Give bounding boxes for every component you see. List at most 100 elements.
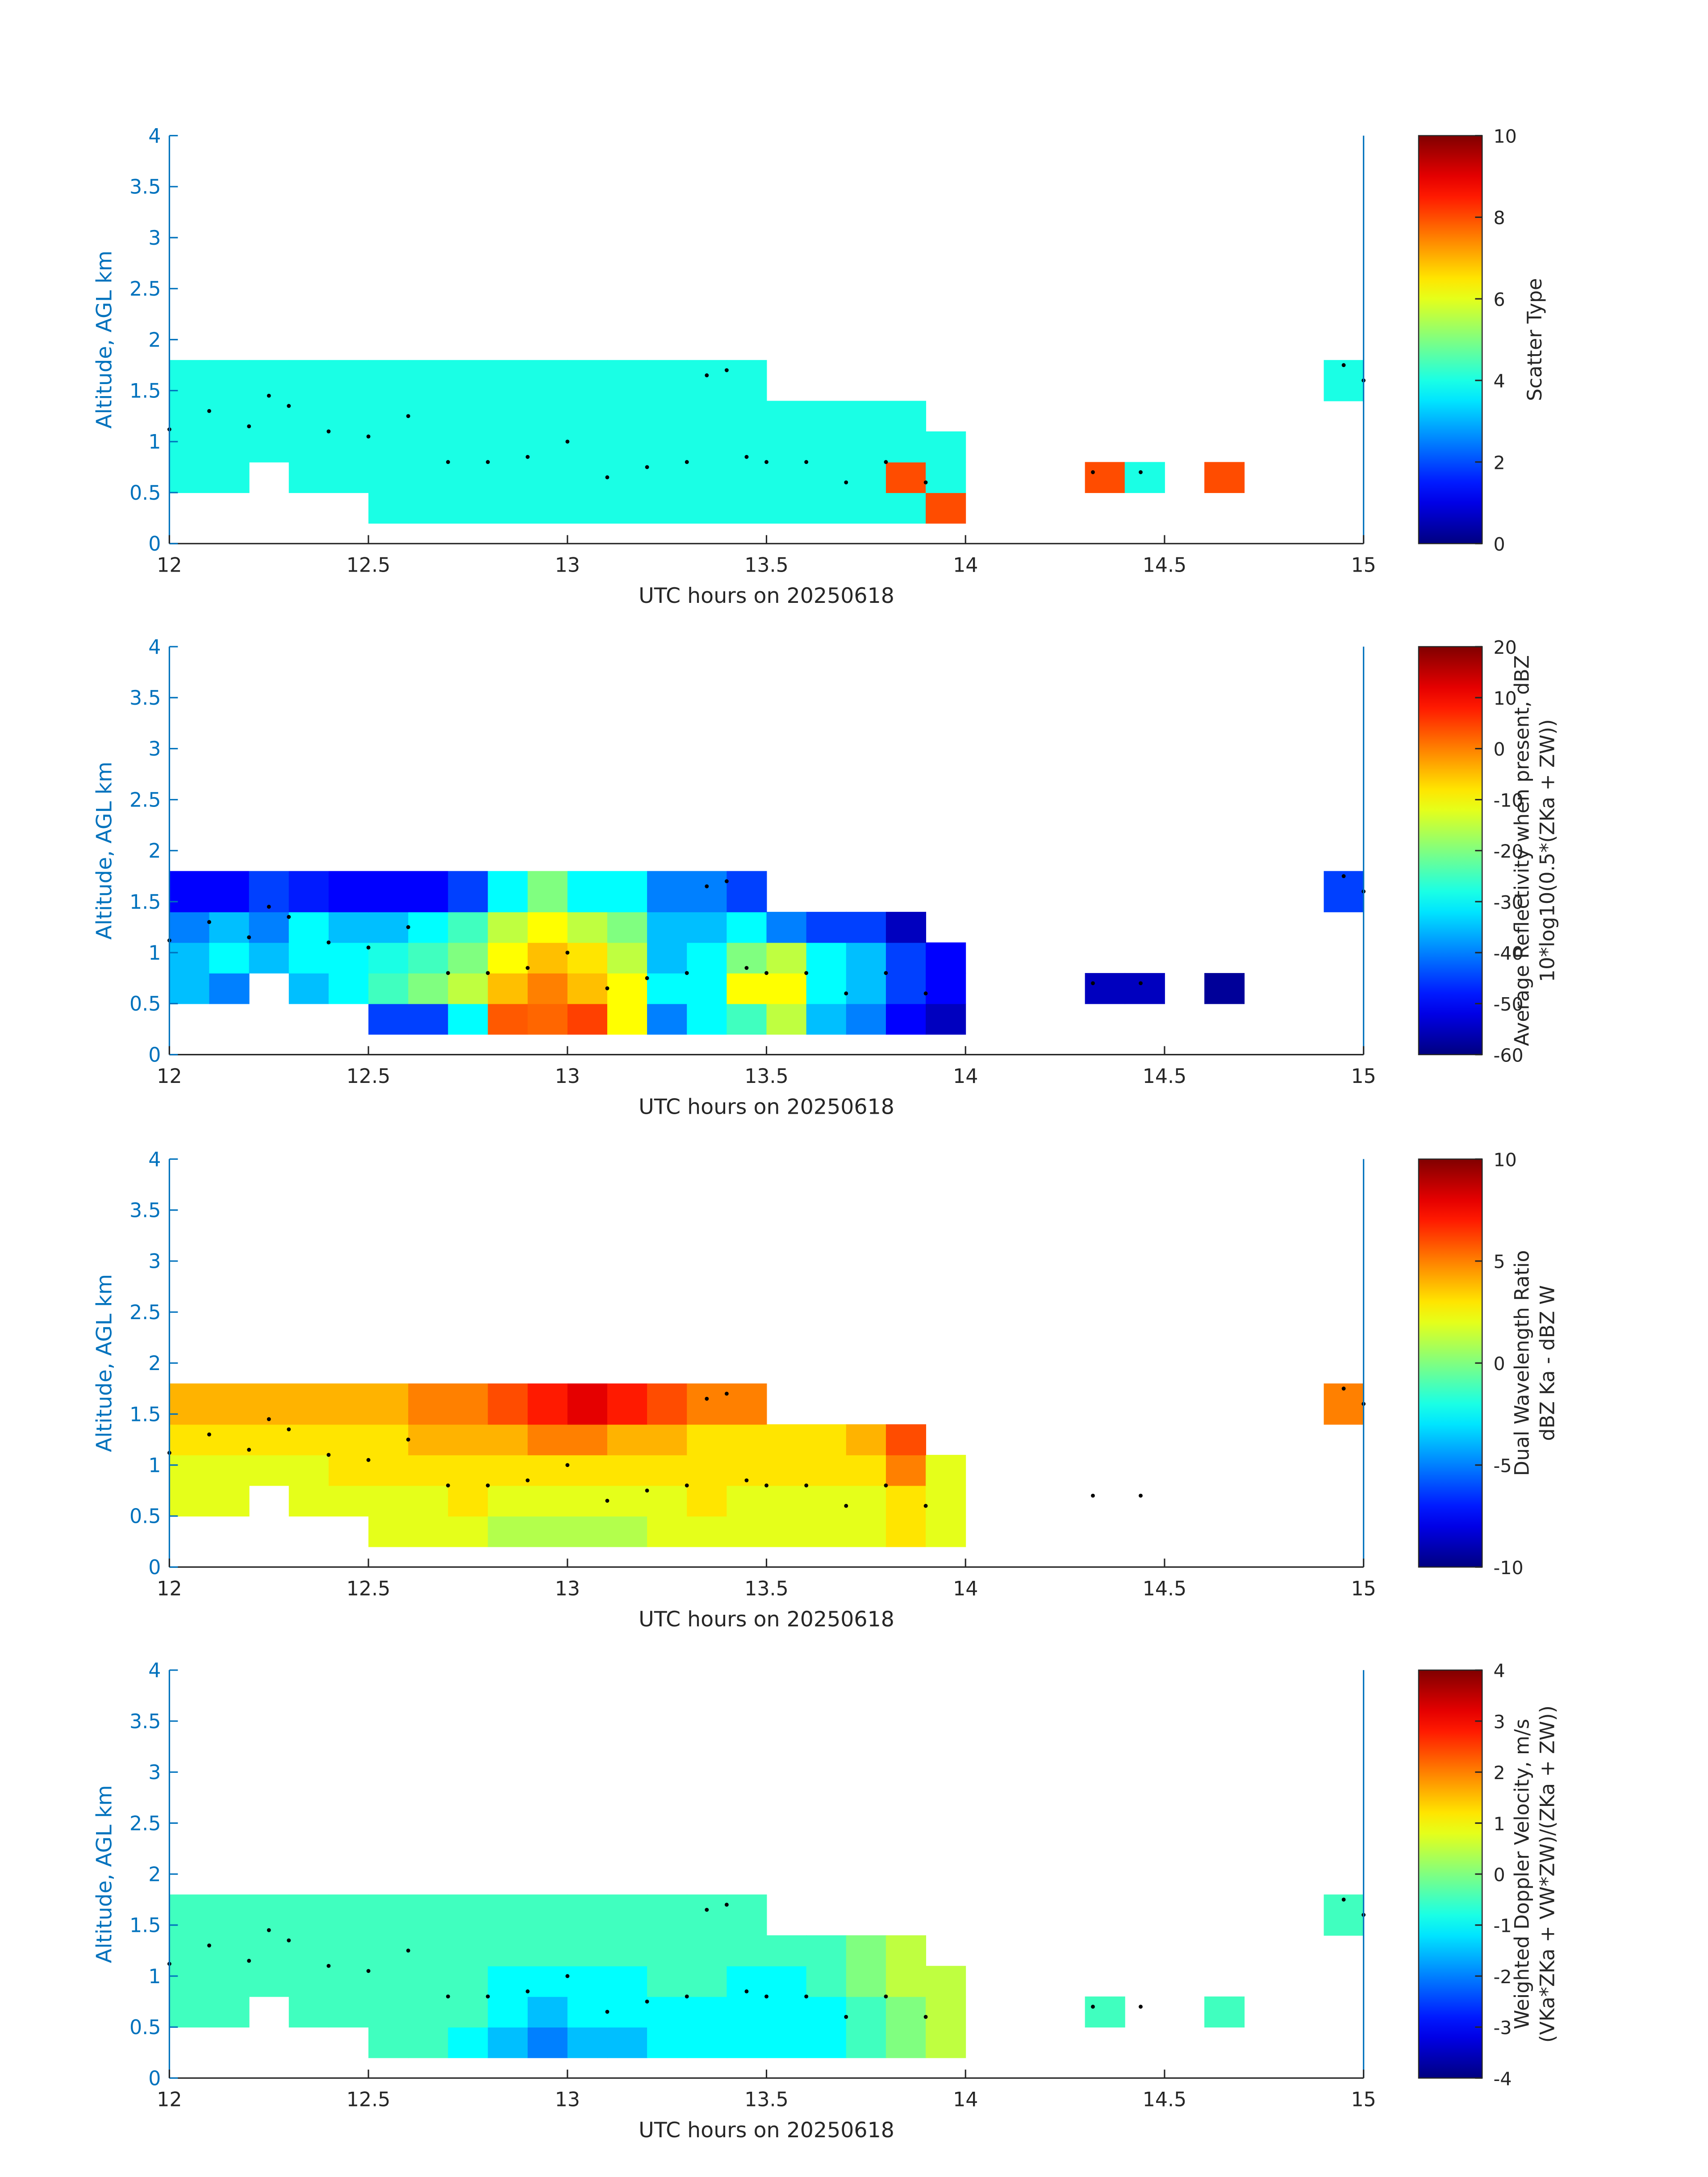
cell — [488, 1383, 528, 1425]
marker — [685, 971, 689, 975]
x-tick-label: 15 — [1351, 1065, 1376, 1088]
cell — [567, 1894, 608, 1936]
cell — [448, 871, 489, 912]
cell — [169, 462, 210, 493]
cell — [727, 1516, 767, 1547]
y-tick-label: 4 — [148, 636, 161, 659]
y-axis-label: Altitude, AGL km — [92, 1785, 117, 1963]
cell — [567, 942, 608, 974]
marker — [1341, 1897, 1346, 1902]
marker — [267, 1928, 271, 1932]
cell — [647, 462, 688, 493]
colorbar-label: 10*log10(0.5*(ZKa + ZW)) — [1536, 719, 1559, 982]
y-tick-label: 3.5 — [129, 176, 161, 199]
cell — [488, 2027, 528, 2058]
cell — [408, 360, 449, 401]
cell — [846, 1966, 886, 1997]
cell — [567, 1383, 608, 1425]
cell — [806, 942, 847, 974]
cell — [687, 1454, 727, 1486]
cell — [607, 1485, 648, 1517]
cell — [169, 1424, 210, 1455]
colorbar-tick-label: -3 — [1494, 2017, 1512, 2039]
cell — [169, 973, 210, 1004]
colorbar-tick-label: 0 — [1494, 739, 1505, 760]
cell — [806, 1424, 847, 1455]
cell — [527, 360, 568, 401]
marker — [247, 1448, 251, 1452]
cell — [647, 871, 688, 912]
cell — [408, 1996, 449, 2028]
cell — [448, 1424, 489, 1455]
cell — [727, 1485, 767, 1517]
cell — [249, 911, 289, 943]
cell — [169, 871, 210, 912]
cell — [926, 1454, 966, 1486]
cell — [368, 2027, 409, 2058]
marker — [705, 373, 709, 377]
x-axis-label: UTC hours on 20250618 — [639, 1095, 894, 1119]
cell — [408, 1424, 449, 1455]
marker — [744, 966, 749, 970]
cell — [288, 1996, 329, 2028]
cell — [727, 1424, 767, 1455]
cell — [488, 1516, 528, 1547]
marker — [764, 971, 768, 975]
cell — [727, 911, 767, 943]
cell — [527, 871, 568, 912]
cell — [647, 1485, 688, 1517]
marker — [1341, 1387, 1346, 1391]
cell — [687, 1516, 727, 1547]
cell — [488, 1935, 528, 1967]
cell — [209, 942, 250, 974]
marker — [526, 455, 530, 459]
marker — [406, 1437, 410, 1442]
cell — [567, 2027, 608, 2058]
cell — [488, 973, 528, 1004]
cell — [806, 431, 847, 463]
x-tick-label: 12.5 — [347, 2089, 391, 2111]
cell — [527, 1894, 568, 1936]
cell — [647, 1894, 688, 1936]
cell — [288, 1966, 329, 1997]
cell — [488, 1485, 528, 1517]
x-tick-label: 12.5 — [347, 1065, 391, 1088]
cell — [368, 1485, 409, 1517]
y-tick-label: 4 — [148, 125, 161, 148]
colorbar-tick-label: -30 — [1494, 892, 1524, 913]
cell — [209, 1996, 250, 2028]
marker — [1091, 470, 1095, 474]
marker — [446, 1483, 450, 1488]
cell — [567, 360, 608, 401]
cell — [846, 1516, 886, 1547]
marker — [207, 409, 211, 413]
colorbar-tick-label: 3 — [1494, 1711, 1505, 1733]
cell — [766, 1424, 807, 1455]
marker — [326, 1964, 331, 1968]
cell — [328, 462, 369, 493]
cell — [288, 942, 329, 974]
cell — [527, 1454, 568, 1486]
y-tick-label: 2 — [148, 1863, 161, 1886]
cell — [408, 1383, 449, 1425]
cell — [488, 401, 528, 432]
cell — [328, 401, 369, 432]
cell — [448, 911, 489, 943]
cell — [1085, 1996, 1125, 2028]
cell — [288, 1894, 329, 1936]
cell — [209, 1485, 250, 1517]
cell — [368, 871, 409, 912]
marker — [605, 1499, 610, 1503]
cell — [687, 973, 727, 1004]
y-tick-label: 3.5 — [129, 1710, 161, 1733]
marker — [446, 460, 450, 464]
cell — [607, 1424, 648, 1455]
colorbar-tick-label: 10 — [1494, 126, 1517, 147]
cell — [806, 1516, 847, 1547]
marker — [1139, 1493, 1143, 1498]
cell — [448, 431, 489, 463]
